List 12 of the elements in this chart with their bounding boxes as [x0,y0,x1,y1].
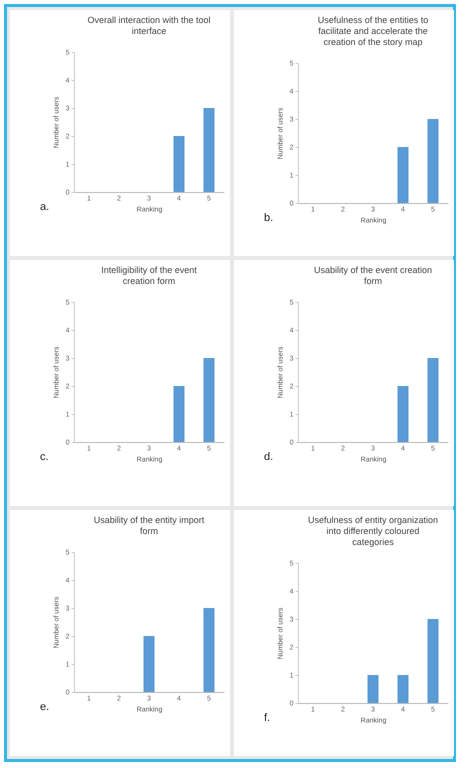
text: b. [264,212,274,224]
chart-title: Usefulness of entity organization into differently coloured categories [308,515,438,547]
chart-title: Intelligibility of the event creation form [101,265,198,286]
text: f. [264,712,270,724]
text: a. [40,201,50,213]
text: e. [40,701,50,713]
chart-title: Usability of the entity import form [94,515,205,536]
chart-title: Overall interaction with the tool interface [87,15,211,36]
chart-title: Usefulness of the entities to facilitate and accelerate the creation of the story map [318,15,428,47]
chart-title: Usability of the event creation form [314,265,432,286]
text: d. [264,451,274,463]
text: c. [40,451,49,463]
